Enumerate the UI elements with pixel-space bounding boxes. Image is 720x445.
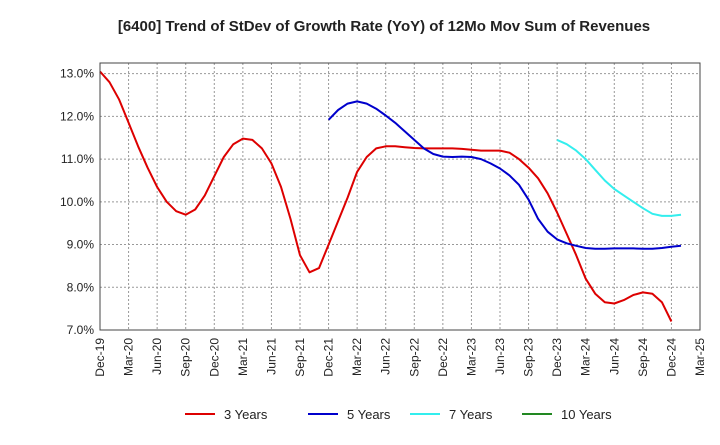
legend-label: 10 Years bbox=[561, 407, 612, 422]
y-tick-label: 13.0% bbox=[60, 67, 94, 81]
x-tick-label: Dec-24 bbox=[664, 338, 678, 377]
x-tick-label: Mar-23 bbox=[464, 338, 478, 376]
y-tick-label: 12.0% bbox=[60, 109, 94, 123]
series-line-5-years bbox=[327, 100, 682, 250]
x-tick-label: Dec-21 bbox=[322, 338, 336, 377]
x-tick-label: Dec-23 bbox=[550, 338, 564, 377]
legend-label: 5 Years bbox=[347, 407, 391, 422]
x-tick-label: Mar-21 bbox=[236, 338, 250, 376]
y-tick-label: 10.0% bbox=[60, 195, 94, 209]
y-tick-label: 7.0% bbox=[67, 323, 95, 337]
axes: 7.0% 8.0% 9.0% 10.0% 11.0% 12.0% 13.0% Dec-19 Ma… bbox=[60, 62, 707, 377]
x-tick-label: Mar-25 bbox=[693, 338, 707, 376]
x-tick-label: Sep-20 bbox=[179, 338, 193, 377]
plot-area-frame bbox=[99, 62, 701, 331]
x-tick-label: Jun-21 bbox=[264, 338, 278, 375]
x-tick-label: Sep-24 bbox=[636, 338, 650, 377]
legend: 3 Years 5 Years 7 Years 10 Years bbox=[185, 407, 612, 422]
grid-lines bbox=[99, 63, 701, 331]
x-tick-label: Sep-21 bbox=[293, 338, 307, 377]
x-tick-label: Mar-22 bbox=[350, 338, 364, 376]
series-lines bbox=[99, 70, 682, 322]
series-line-3-years bbox=[99, 70, 673, 322]
x-tick-label: Sep-23 bbox=[522, 338, 536, 377]
legend-label: 3 Years bbox=[224, 407, 268, 422]
series-line-7-years bbox=[556, 138, 682, 217]
x-tick-label: Dec-20 bbox=[207, 338, 221, 377]
x-tick-label: Jun-24 bbox=[607, 338, 621, 375]
chart-title: [6400] Trend of StDev of Growth Rate (Yo… bbox=[118, 18, 650, 35]
legend-label: 7 Years bbox=[449, 407, 493, 422]
x-tick-label: Jun-23 bbox=[493, 338, 507, 375]
y-tick-label: 11.0% bbox=[61, 152, 94, 166]
y-tick-label: 8.0% bbox=[67, 280, 95, 294]
x-tick-label: Dec-22 bbox=[436, 338, 450, 377]
x-tick-label: Mar-20 bbox=[122, 338, 136, 376]
x-tick-label: Jun-22 bbox=[379, 338, 393, 375]
x-tick-label: Mar-24 bbox=[579, 338, 593, 376]
x-tick-label: Sep-22 bbox=[407, 338, 421, 377]
x-tick-label: Jun-20 bbox=[150, 338, 164, 375]
x-tick-label: Dec-19 bbox=[93, 338, 107, 377]
y-tick-label: 9.0% bbox=[67, 238, 95, 252]
